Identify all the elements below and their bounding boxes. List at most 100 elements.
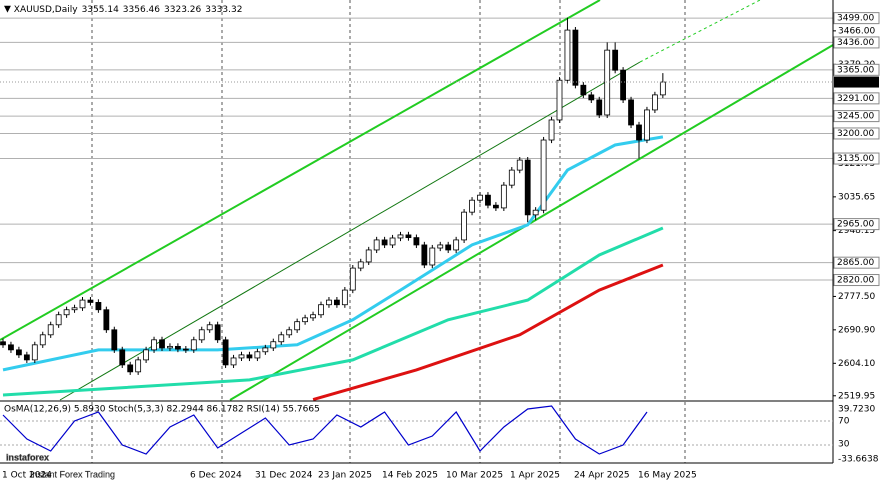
candle-body	[532, 209, 539, 216]
candle-body	[492, 204, 499, 209]
candle-body	[15, 349, 22, 356]
candle-body	[652, 94, 658, 111]
symbol-name: XAUUSD,Daily	[14, 5, 78, 15]
vertical-grid	[91, 0, 686, 463]
y-tick-label: 2948.15	[838, 226, 875, 236]
x-tick-label: 14 Feb 2025	[382, 471, 438, 481]
header-value: 3333.32	[205, 5, 242, 15]
candle-body	[556, 79, 563, 121]
y-tick-label: 2777.50	[838, 292, 875, 302]
candle-body	[524, 159, 531, 216]
x-tick-label: 6 Dec 2024	[190, 471, 242, 481]
osc-label: 39.7230	[838, 405, 875, 415]
candle-body	[278, 334, 285, 343]
header-value: 3355.14	[82, 5, 119, 15]
x-tick-label: 31 Dec 2024	[255, 471, 313, 481]
candle-body	[508, 169, 515, 186]
candle-body	[620, 69, 626, 101]
level-box	[833, 274, 880, 287]
x-tick-label: 23 Jan 2025	[318, 471, 372, 481]
marks	[0, 17, 666, 402]
candle-body	[143, 349, 150, 361]
candle-body	[405, 234, 412, 239]
candle-body	[421, 244, 428, 266]
candle-body	[8, 344, 14, 351]
candle-body	[111, 329, 118, 351]
candle-body	[572, 29, 579, 86]
candle-body	[47, 324, 54, 336]
current-price-label: 3333.32	[837, 78, 874, 88]
candle-body	[469, 199, 475, 213]
level-label: 3499.00	[837, 14, 874, 24]
candle-body	[246, 354, 253, 359]
watermark-logo: instaforex	[6, 452, 49, 462]
candle-body	[198, 329, 205, 341]
candle-body	[206, 324, 213, 331]
candle-body	[389, 237, 396, 246]
candle-body	[135, 359, 142, 373]
x-tick-label: 1 Oct 2024	[2, 471, 52, 481]
level-box	[833, 127, 880, 140]
candle-body	[381, 239, 388, 246]
watermark-tagline: Instant Forex Trading	[30, 469, 115, 479]
level-label: 3365.00	[837, 65, 874, 75]
candle-body	[644, 109, 650, 141]
candle-body	[79, 299, 86, 309]
y-tick-label: 3035.65	[838, 192, 875, 202]
y-tick-label: 3466.00	[838, 26, 875, 36]
channel-upper	[0, 0, 601, 341]
candle-body	[294, 321, 301, 331]
candle-body	[636, 124, 642, 141]
moving-average	[312, 263, 664, 402]
candle-body	[214, 324, 221, 341]
candle-body	[127, 364, 134, 373]
candle-body	[477, 194, 483, 201]
level-box	[833, 152, 880, 165]
candle-body	[318, 304, 324, 316]
candle-body	[365, 249, 372, 263]
candle-body	[333, 299, 340, 306]
candle-body	[596, 99, 603, 116]
level-label: 3245.00	[837, 112, 874, 122]
candle-body	[540, 139, 547, 211]
x-tick-label: 1 Apr 2025	[510, 471, 560, 481]
candle-body	[516, 159, 523, 171]
candle-body	[270, 341, 277, 349]
candle-body	[373, 239, 380, 251]
candle-body	[222, 339, 229, 366]
candle-body	[286, 329, 293, 336]
candle-body	[302, 317, 309, 323]
oscillator-line	[2, 405, 648, 455]
y-tick-label: 2604.10	[838, 359, 875, 369]
x-tick-label: 16 May 2025	[638, 471, 697, 481]
candle-body	[23, 354, 30, 361]
candle-body	[119, 349, 126, 366]
candle-body	[190, 339, 197, 351]
level-label: 3291.00	[837, 94, 874, 104]
osc-label: 70	[838, 417, 850, 427]
y-tick-label: 2690.90	[838, 325, 875, 335]
level-box	[833, 110, 880, 123]
candle-body	[612, 49, 619, 71]
header-value: 3323.26	[164, 5, 201, 15]
candle-body	[174, 345, 181, 350]
candle-body	[0, 341, 6, 346]
level-box	[833, 218, 880, 231]
candle-body	[310, 314, 316, 319]
current-price-box	[834, 76, 879, 88]
x-tick-label: 24 Apr 2025	[574, 471, 630, 481]
candle-body	[238, 354, 245, 359]
level-box	[833, 63, 880, 76]
candle-body	[254, 351, 261, 359]
candle-body	[167, 345, 173, 349]
candle-body	[31, 344, 38, 361]
level-label: 3436.00	[837, 38, 874, 48]
candle-body	[453, 239, 460, 251]
candle-body	[461, 211, 468, 241]
candle-body	[357, 261, 364, 269]
osc-label: -33.6638	[838, 455, 879, 465]
candle-body	[548, 119, 555, 141]
candle-body	[103, 309, 110, 331]
